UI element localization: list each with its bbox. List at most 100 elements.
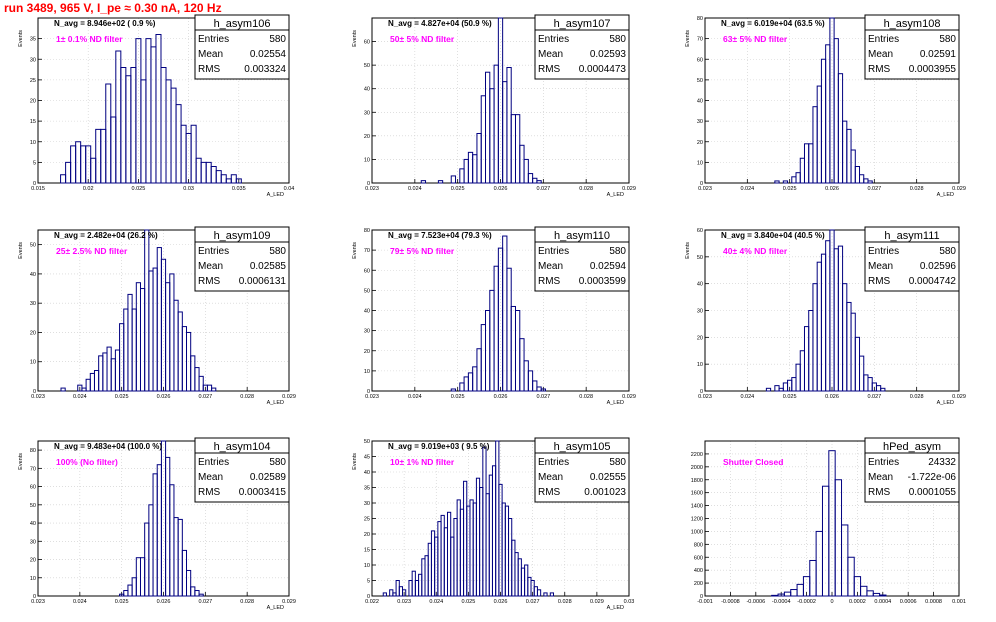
y-tick-label: 80: [364, 228, 370, 234]
histogram-bin: [774, 180, 780, 184]
stats-label: Mean: [868, 472, 893, 483]
y-tick-label: 10: [30, 360, 36, 366]
y-tick-label: 20: [364, 532, 370, 538]
histogram-bin: [783, 591, 792, 597]
histogram-bin: [180, 124, 187, 184]
histogram-bin: [173, 517, 179, 597]
stats-box: [534, 14, 630, 80]
x-tick-label: 0.024: [73, 394, 87, 400]
stats-box: [864, 226, 960, 292]
x-axis-title: A_LED: [267, 192, 284, 198]
histogram-bin: [532, 177, 538, 184]
y-tick-label: 40: [364, 309, 370, 315]
y-axis-title: Events: [18, 30, 24, 47]
x-tick-label: -0.001: [697, 599, 713, 605]
histogram-bin: [186, 569, 192, 597]
histogram-bin: [127, 584, 133, 597]
y-tick-label: 0: [33, 181, 36, 187]
stats-label: Mean: [538, 261, 563, 272]
histogram-name: h_asym110: [554, 230, 610, 242]
y-tick-label: 0: [700, 181, 703, 187]
y-tick-label: 50: [30, 243, 36, 249]
navg-label: N_avg = 9.483e+04 (100.0 %): [54, 442, 162, 451]
histogram-bin: [173, 299, 179, 392]
y-tick-label: 25: [364, 517, 370, 523]
histogram-bin: [523, 158, 529, 184]
x-tick-label: 0.024: [73, 599, 87, 605]
histogram-bin: [493, 265, 499, 392]
x-tick-label: 0.023: [698, 394, 712, 400]
histogram-bin: [489, 88, 495, 184]
x-tick-label: 0.029: [622, 394, 636, 400]
stats-label: RMS: [868, 64, 891, 75]
histogram-bin: [472, 366, 478, 392]
stats-value: 0.0003415: [239, 487, 287, 498]
histogram-bin: [774, 385, 780, 392]
filter-annotation: Shutter Closed: [723, 457, 783, 467]
y-tick-label: 60: [697, 57, 703, 63]
histogram-bin: [139, 288, 146, 392]
histogram-bin: [140, 79, 147, 184]
y-tick-label: 50: [364, 288, 370, 294]
stats-value: -1.722e-06: [908, 472, 957, 483]
stats-value: 580: [269, 246, 286, 257]
histogram-bin: [519, 144, 525, 184]
histogram-bin: [123, 590, 129, 597]
histogram-bin: [837, 245, 844, 392]
histogram-bin: [834, 479, 843, 597]
histogram-bin: [489, 289, 495, 392]
navg-label: N_avg = 6.019e+04 (63.5 %): [721, 19, 825, 28]
x-tick-label: 0.035: [232, 186, 246, 192]
histogram-bin: [437, 180, 444, 184]
y-tick-label: 20: [697, 140, 703, 146]
histogram-bin: [60, 387, 66, 392]
stats-value: 24332: [928, 457, 956, 468]
y-tick-label: 40: [30, 521, 36, 527]
stats-label: Entries: [538, 34, 569, 45]
x-tick-label: 0.027: [867, 186, 881, 192]
histogram-panel-h_asym111: 0.023 0.024 0.025 0.026 0.027 0.028 0.029 0 10 20…: [685, 226, 966, 406]
y-tick-label: 60: [364, 268, 370, 274]
histogram-bin: [211, 387, 217, 392]
histogram-bin: [152, 267, 158, 392]
histogram-bin: [160, 440, 167, 597]
y-tick-label: 200: [694, 581, 703, 587]
navg-label: N_avg = 7.523e+04 (79.3 %): [388, 231, 492, 240]
stats-label: Entries: [538, 246, 569, 257]
histogram-bin: [148, 270, 154, 392]
stats-box: [194, 14, 290, 80]
histogram-bin: [156, 247, 162, 392]
y-axis-title: Events: [18, 242, 24, 259]
stats-box: [194, 437, 290, 503]
stats-value: 580: [939, 34, 956, 45]
histogram-name: hPed_asym: [883, 441, 941, 453]
histogram-bin: [206, 384, 213, 392]
histogram-bin: [125, 75, 132, 184]
y-tick-label: 30: [697, 309, 703, 315]
histogram-bin: [165, 456, 171, 597]
x-tick-label: 0.03: [624, 599, 635, 605]
y-tick-label: 80: [30, 448, 36, 454]
x-tick-label: 0.024: [429, 599, 443, 605]
histogram-name: h_asym108: [884, 18, 941, 30]
stats-value: 0.02589: [250, 472, 287, 483]
y-tick-label: 1800: [691, 478, 703, 484]
histogram-bin: [765, 387, 772, 392]
histogram-bins: [119, 440, 204, 597]
stats-value: 0.0004742: [909, 276, 957, 287]
histogram-bin: [160, 67, 167, 184]
x-tick-label: 0.001: [952, 599, 966, 605]
histogram-bin: [527, 370, 534, 392]
histogram-bin: [816, 261, 822, 392]
y-tick-label: 35: [30, 37, 36, 43]
x-tick-label: -0.0004: [772, 599, 791, 605]
histogram-bin: [778, 387, 784, 392]
histogram-bin: [98, 355, 104, 392]
histogram-bin: [850, 312, 856, 392]
stats-value: 0.02593: [590, 49, 627, 60]
histogram-bin: [467, 151, 474, 184]
histogram-bin: [820, 253, 827, 392]
x-tick-label: 0.02: [83, 186, 94, 192]
histogram-bin: [841, 524, 849, 597]
stats-box: [864, 14, 960, 80]
